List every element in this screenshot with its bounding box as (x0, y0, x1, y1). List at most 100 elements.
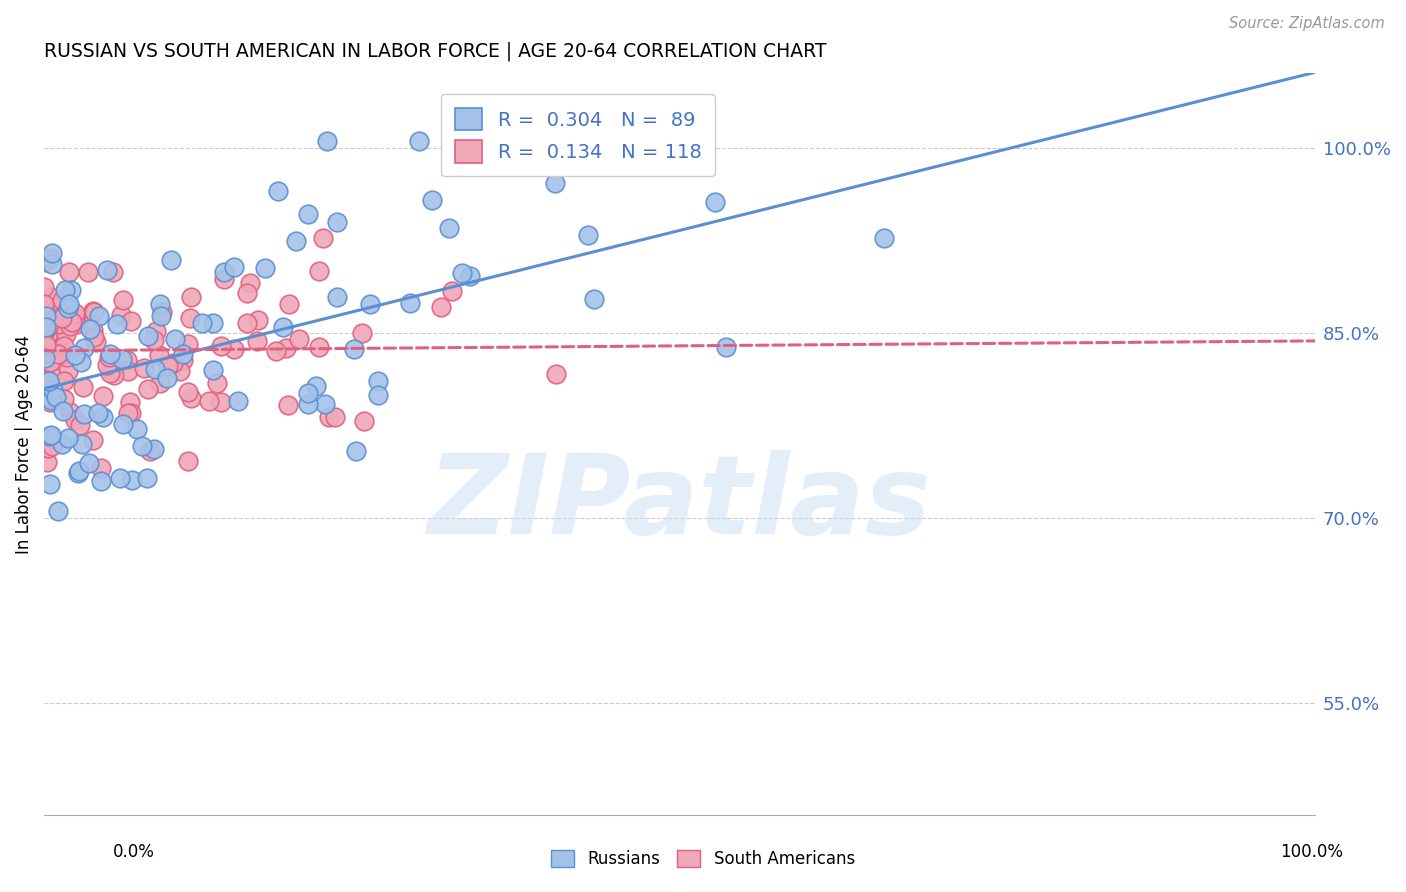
Point (52, 404, 75, 418)
Point (117, 406, 139, 420)
Point (51, 293, 73, 308)
Point (297, 385, 319, 400)
Point (97, 350, 120, 364)
Point (100, 366, 122, 380)
Text: 0.0%: 0.0% (112, 843, 155, 861)
Point (236, 285, 259, 300)
Point (34, 255, 56, 269)
Point (34, 346, 56, 360)
Point (108, 471, 131, 485)
Point (359, 297, 381, 311)
Point (450, 266, 472, 280)
Point (163, 332, 186, 346)
Point (172, 346, 194, 360)
Point (46, 504, 69, 518)
Point (150, 309, 173, 323)
Point (212, 272, 235, 286)
Point (120, 406, 142, 420)
Point (39, 477, 62, 491)
Point (38, 251, 60, 265)
Point (149, 376, 172, 390)
Point (76, 264, 98, 278)
Point (160, 253, 183, 268)
Point (73, 341, 96, 355)
Point (143, 362, 166, 376)
Point (177, 336, 200, 351)
Point (148, 348, 170, 362)
Point (353, 414, 375, 428)
Point (46, 347, 69, 361)
Point (35, 455, 58, 469)
Point (48, 317, 70, 331)
Point (408, 134, 430, 148)
Point (399, 296, 422, 310)
Point (90, 461, 112, 475)
Point (145, 324, 167, 338)
Point (37, 327, 59, 342)
Point (136, 471, 159, 485)
Point (38, 346, 60, 360)
Point (66, 467, 89, 481)
Point (32, 354, 55, 368)
Point (316, 134, 339, 148)
Point (439, 221, 461, 235)
Point (458, 269, 481, 284)
Point (59, 405, 82, 419)
Point (111, 293, 134, 307)
Point (429, 301, 451, 315)
Point (39, 393, 62, 408)
Point (308, 264, 330, 278)
Point (323, 409, 346, 424)
Point (73, 408, 96, 422)
Point (84, 335, 107, 350)
Point (367, 374, 389, 388)
Text: ZIPatlas: ZIPatlas (427, 450, 931, 557)
Point (32, 326, 55, 341)
Point (274, 341, 297, 355)
Point (350, 326, 373, 341)
Point (246, 334, 269, 348)
Point (63, 412, 86, 426)
Point (115, 352, 138, 367)
Point (136, 329, 159, 343)
Point (53, 283, 76, 297)
Point (98, 347, 121, 361)
Point (297, 397, 319, 411)
Point (70, 355, 93, 369)
Point (222, 260, 245, 274)
Point (191, 316, 214, 330)
Point (42, 304, 65, 318)
Point (704, 195, 727, 210)
Point (326, 290, 349, 304)
Point (211, 395, 233, 409)
Point (544, 176, 567, 190)
Point (62, 308, 84, 322)
Point (69, 464, 91, 478)
Point (45, 390, 67, 404)
Point (172, 352, 194, 367)
Point (51, 309, 73, 323)
Point (65, 317, 87, 331)
Point (117, 364, 139, 378)
Point (79, 456, 101, 470)
Point (86, 405, 108, 419)
Point (367, 387, 389, 401)
Point (55, 326, 77, 341)
Point (58, 264, 80, 278)
Point (51, 311, 73, 326)
Point (121, 473, 143, 487)
Point (576, 227, 599, 242)
Point (59, 318, 82, 333)
Point (266, 184, 288, 198)
Text: Source: ZipAtlas.com: Source: ZipAtlas.com (1229, 16, 1385, 31)
Point (180, 391, 202, 405)
Point (82, 433, 104, 447)
Point (60, 315, 83, 329)
Point (226, 393, 249, 408)
Point (37, 441, 59, 455)
Point (49, 344, 72, 359)
Point (41, 245, 63, 260)
Point (87, 310, 110, 324)
Point (132, 361, 155, 376)
Point (583, 293, 606, 307)
